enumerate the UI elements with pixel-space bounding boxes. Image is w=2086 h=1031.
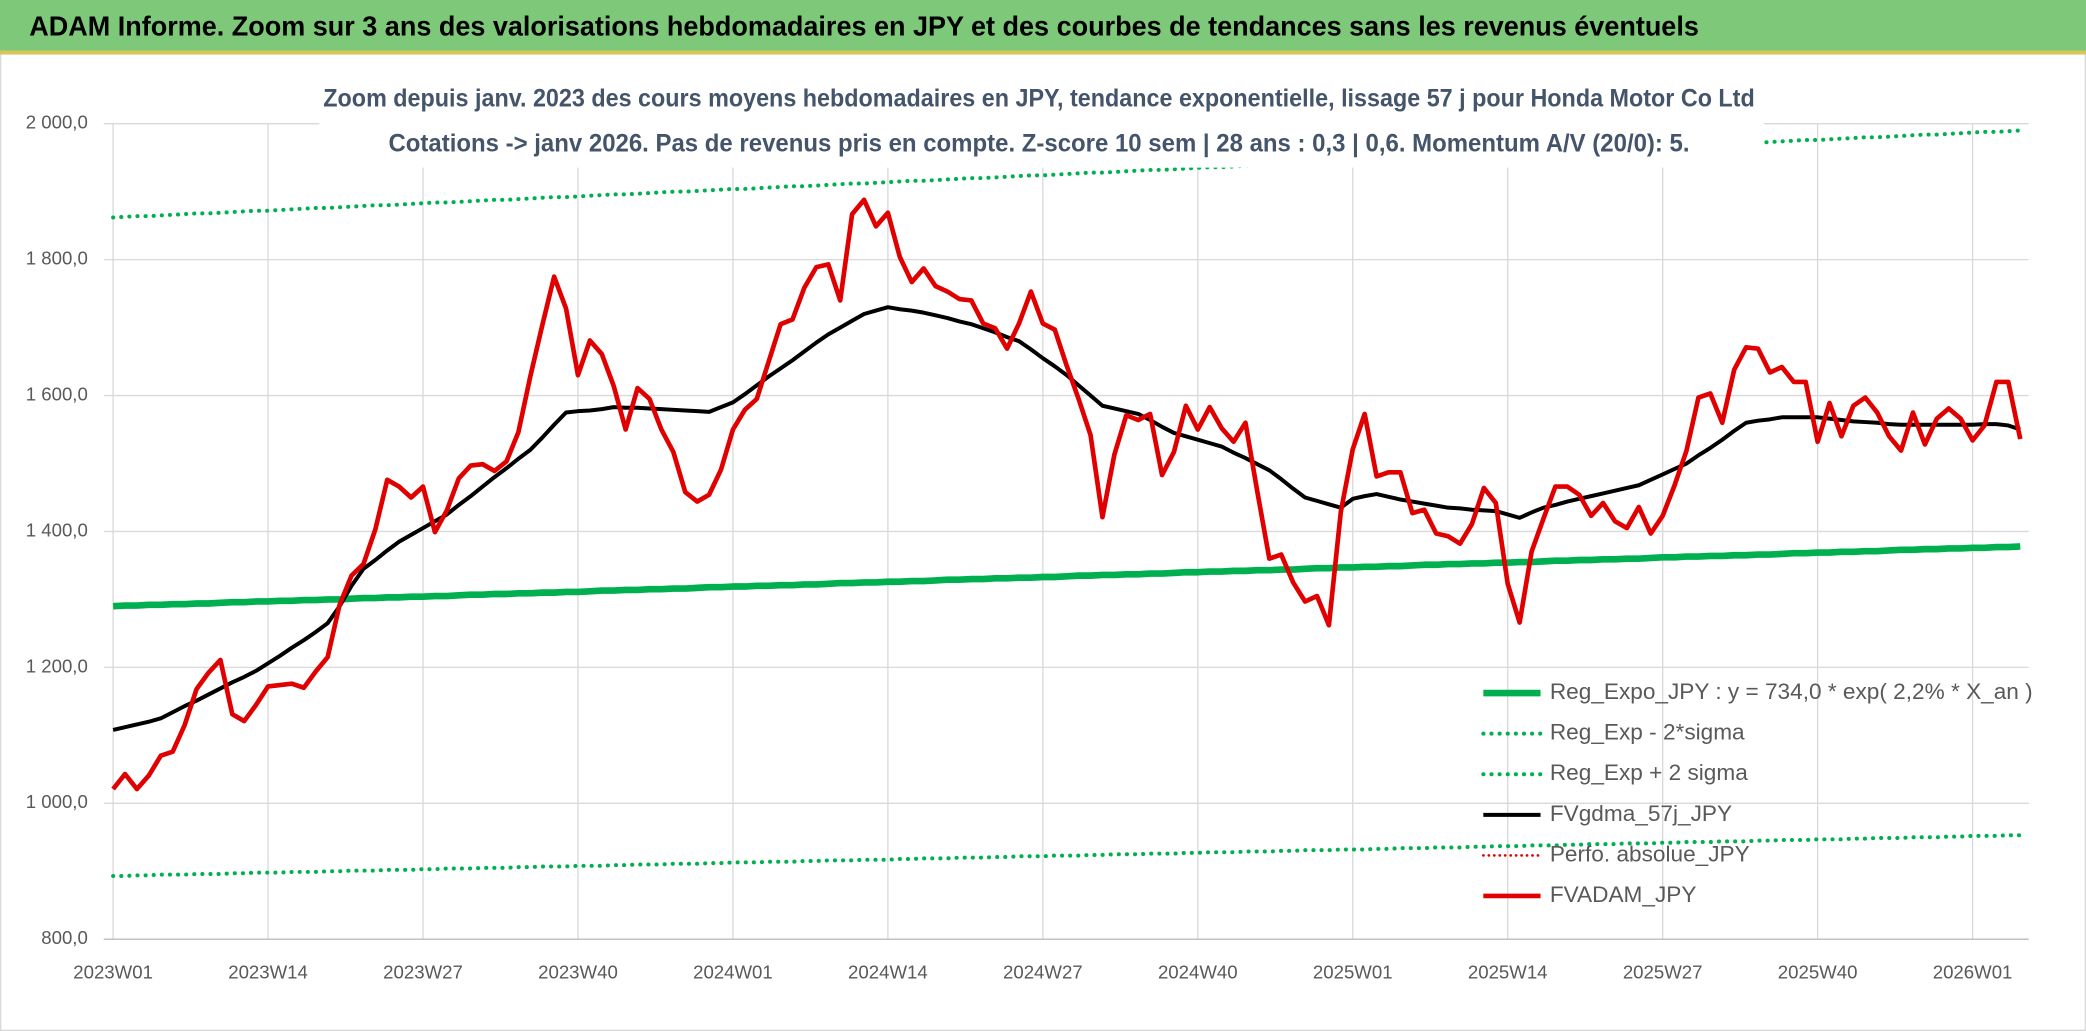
chart-subtitle: Cotations -> janv 2026. Pas de revenus p… — [388, 130, 1689, 158]
header-title: ADAM Informe. Zoom sur 3 ans des valoris… — [29, 10, 1699, 41]
chart-title: Zoom depuis janv. 2023 des cours moyens … — [323, 84, 1754, 112]
legend-label: Reg_Exp + 2 sigma — [1550, 760, 1748, 785]
x-tick-label: 2025W40 — [1778, 962, 1858, 983]
header-bar — [0, 0, 2086, 54]
y-tick-label: 800,0 — [41, 927, 88, 948]
y-tick-label: 1 800,0 — [26, 248, 88, 269]
x-tick-label: 2025W14 — [1468, 962, 1548, 983]
x-tick-label: 2023W14 — [228, 962, 308, 983]
series-line — [111, 197, 2023, 792]
y-tick-label: 1 400,0 — [26, 519, 88, 540]
y-tick-label: 1 600,0 — [26, 383, 88, 404]
y-tick-label: 2 000,0 — [26, 112, 88, 133]
x-tick-label: 2023W27 — [383, 962, 463, 983]
legend-label: Perfo. absolue_JPY — [1550, 841, 1750, 866]
legend-label: Reg_Exp - 2*sigma — [1550, 720, 1745, 745]
legend-label: Reg_Expo_JPY : y = 734,0 * exp( 2,2% * X… — [1550, 679, 2033, 704]
x-tick-label: 2023W01 — [73, 962, 153, 983]
x-tick-label: 2024W01 — [693, 962, 773, 983]
series-line — [112, 543, 2021, 610]
legend-label: FVgdma_57j_JPY — [1550, 801, 1732, 826]
y-tick-label: 1 200,0 — [26, 655, 88, 676]
legend: Reg_Expo_JPY : y = 734,0 * exp( 2,2% * X… — [1481, 679, 2033, 907]
x-tick-label: 2025W01 — [1313, 962, 1393, 983]
series-line — [111, 833, 2023, 878]
y-tick-label: 1 000,0 — [26, 791, 88, 812]
x-tick-label: 2025W27 — [1623, 962, 1703, 983]
plot-area: 800,0 1 000,0 1 200,0 1 400,0 1 600,0 1 800,0… — [26, 112, 2029, 983]
x-tick-label: 2024W27 — [1003, 962, 1083, 983]
x-tick-label: 2024W40 — [1158, 962, 1238, 983]
legend-label: FVADAM_JPY — [1550, 882, 1697, 907]
header-rule — [0, 50, 2086, 55]
x-tick-label: 2024W14 — [848, 962, 928, 983]
title-backdrop — [319, 77, 1765, 168]
x-tick-label: 2026W01 — [1933, 962, 2013, 983]
x-tick-label: 2023W40 — [538, 962, 618, 983]
